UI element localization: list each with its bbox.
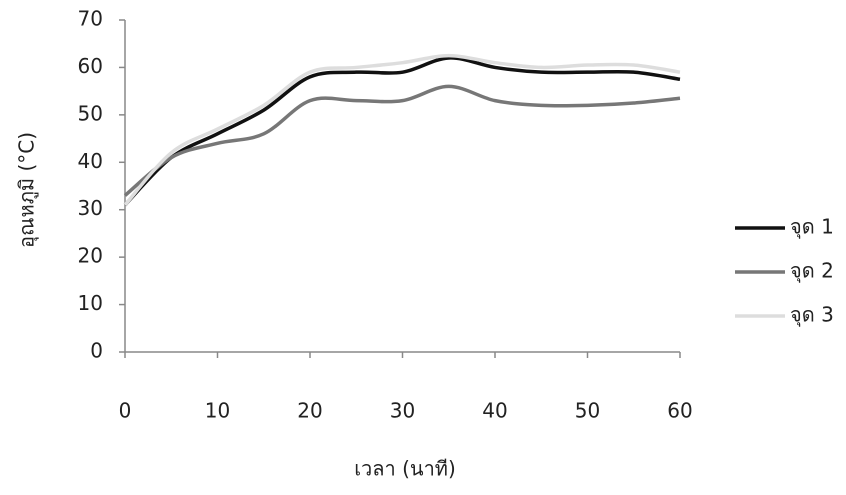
x-axis-label: เวลา (นาที) [354, 457, 456, 481]
x-tick-label: 50 [575, 399, 600, 423]
y-tick-label: 20 [78, 244, 103, 268]
x-tick-label: 0 [119, 399, 132, 423]
chart: เวลา (นาที) อุณหภูมิ (°C) 0 10 20 30 40 50 60 7… [0, 0, 846, 495]
legend-label: จุด 1 [790, 215, 834, 240]
x-tick-label: 20 [297, 399, 322, 423]
line [125, 86, 680, 195]
x-tick-label: 30 [390, 399, 415, 423]
line [125, 58, 680, 205]
x-tick-label: 10 [205, 399, 230, 423]
x-tick-label: 40 [482, 399, 507, 423]
legend-label: จุด 2 [790, 259, 834, 284]
y-tick-label: 70 [78, 7, 103, 31]
y-tick-label: 0 [90, 339, 103, 363]
legend-label: จุด 3 [790, 303, 834, 328]
y-tick-label: 10 [78, 291, 103, 315]
x-tick-label: 60 [667, 399, 692, 423]
y-tick-label: 40 [78, 149, 103, 173]
line [125, 56, 680, 205]
y-tick-label: 50 [78, 101, 103, 125]
y-tick-label: 60 [78, 54, 103, 78]
y-axis-label: อุณหภูมิ (°C) [15, 132, 40, 248]
y-tick-label: 30 [78, 196, 103, 220]
